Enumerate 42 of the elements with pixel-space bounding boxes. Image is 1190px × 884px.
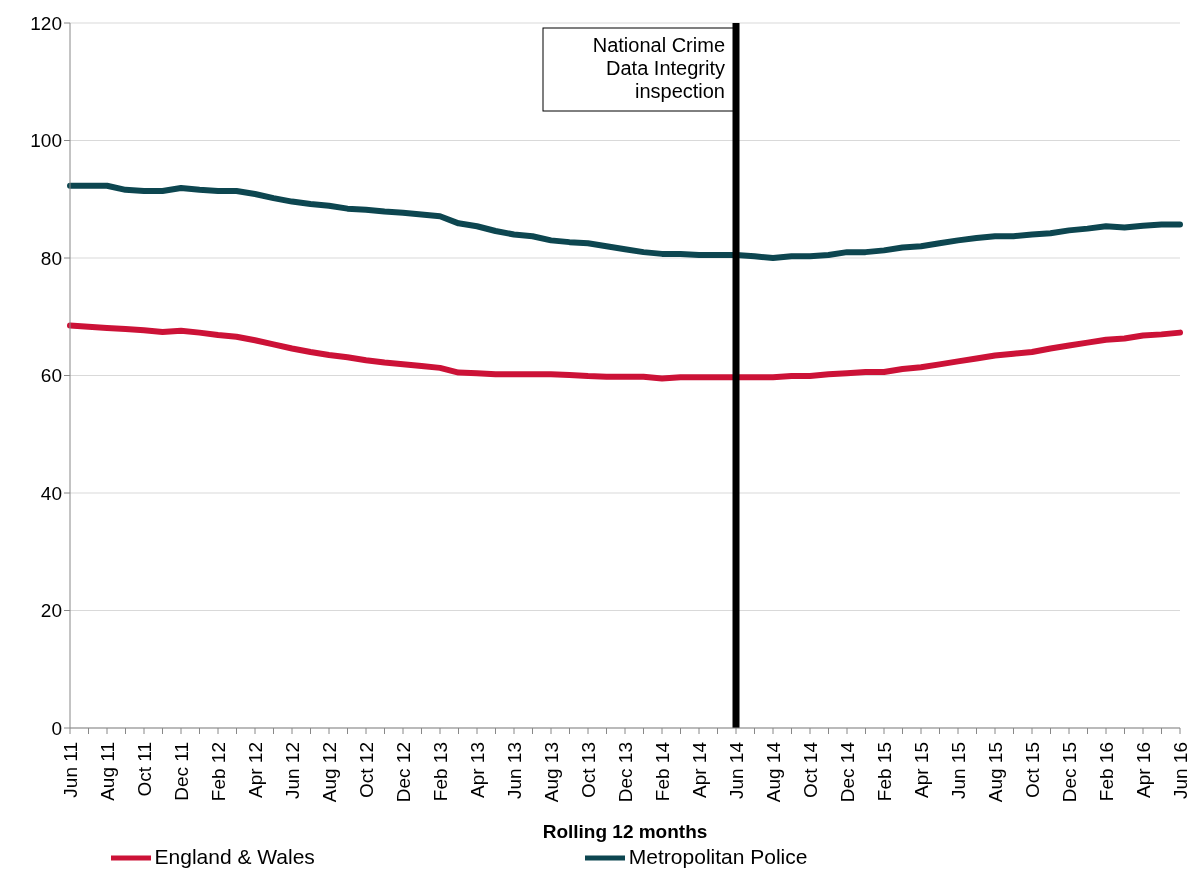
x-tick-label: Dec 12 — [393, 742, 414, 803]
x-tick-label: Dec 11 — [171, 742, 192, 801]
y-tick-label: 20 — [40, 600, 62, 622]
x-tick-label: Aug 11 — [97, 742, 118, 801]
x-tick-label: Jun 16 — [1170, 742, 1190, 800]
x-tick-label: Jun 15 — [948, 742, 969, 800]
ref-line-label: National Crime Data Integrity inspection — [592, 34, 725, 102]
y-tick-label: 60 — [40, 365, 62, 387]
x-tick-label: Feb 14 — [652, 741, 673, 802]
x-tick-label: Aug 13 — [541, 742, 562, 803]
y-tick-label: 120 — [30, 12, 62, 34]
x-tick-label: Jun 12 — [282, 742, 303, 800]
y-tick-label: 80 — [40, 247, 62, 269]
x-tick-label: Dec 14 — [837, 741, 858, 803]
legend-label: Metropolitan Police — [628, 844, 808, 868]
x-tick-label: Oct 11 — [134, 742, 155, 797]
x-tick-label: Apr 12 — [245, 742, 266, 798]
x-tick-label: Dec 15 — [1059, 742, 1080, 803]
x-tick-label: Jun 13 — [504, 742, 525, 800]
x-tick-label: Aug 14 — [763, 741, 784, 803]
x-axis-title: Rolling 12 months — [542, 821, 708, 842]
x-tick-label: Dec 13 — [615, 742, 636, 803]
x-tick-label: Feb 13 — [430, 742, 451, 802]
x-tick-label: Oct 15 — [1022, 742, 1043, 798]
x-tick-label: Jun 11 — [60, 742, 81, 798]
x-tick-label: Feb 15 — [874, 742, 895, 802]
x-tick-label: Oct 13 — [578, 742, 599, 798]
x-tick-label: Apr 15 — [911, 742, 932, 798]
x-tick-label: Apr 14 — [689, 741, 710, 798]
x-tick-label: Oct 12 — [356, 742, 377, 798]
x-tick-label: Feb 12 — [208, 742, 229, 802]
x-tick-label: Apr 13 — [467, 742, 488, 798]
x-tick-label: Aug 15 — [985, 742, 1006, 803]
legend-label: England & Wales — [154, 844, 315, 868]
y-tick-label: 100 — [30, 130, 62, 152]
x-tick-label: Apr 16 — [1133, 742, 1154, 798]
x-tick-label: Feb 16 — [1096, 742, 1117, 802]
y-tick-label: 40 — [40, 482, 62, 504]
y-tick-label: 0 — [51, 717, 62, 739]
x-tick-label: Jun 14 — [726, 741, 747, 800]
x-tick-label: Oct 14 — [800, 741, 821, 798]
x-tick-label: Aug 12 — [319, 742, 340, 803]
